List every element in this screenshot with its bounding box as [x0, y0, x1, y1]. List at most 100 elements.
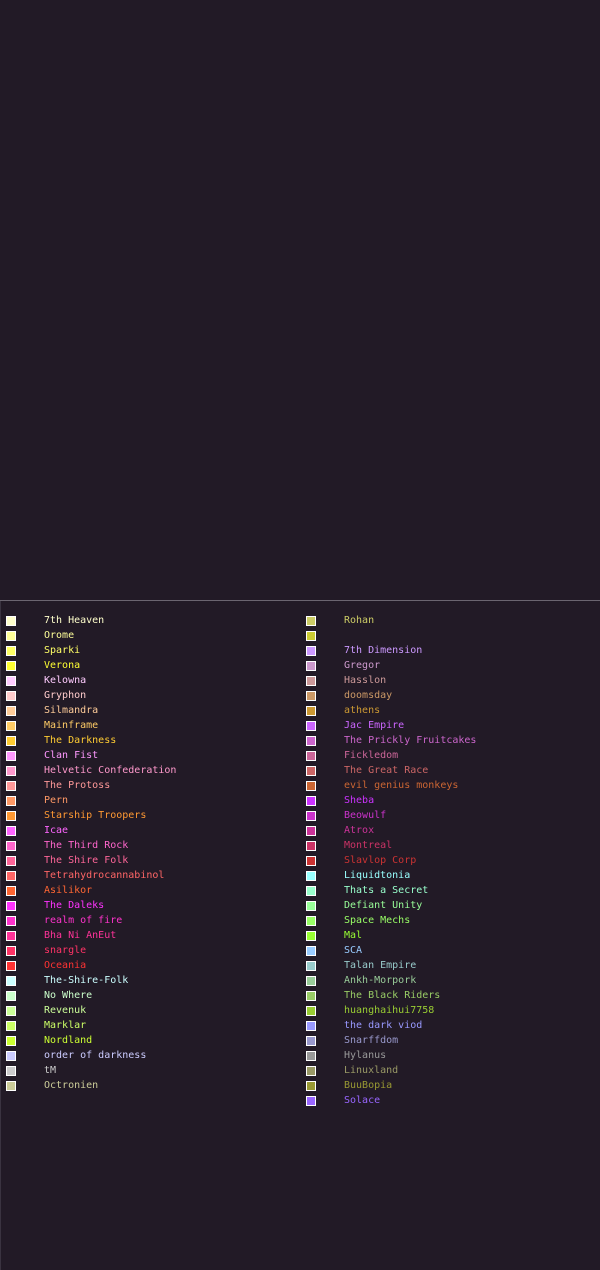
- legend-item: Hylanus: [300, 1049, 600, 1064]
- legend-swatch: [306, 856, 316, 866]
- legend-swatch: [306, 1006, 316, 1016]
- legend-swatch: [6, 1036, 16, 1046]
- legend-swatch: [306, 841, 316, 851]
- legend-label: Pern: [44, 795, 69, 806]
- legend-label: Thats a Secret: [344, 885, 429, 896]
- map-plot-area: [0, 0, 600, 600]
- legend-swatch: [306, 1021, 316, 1031]
- legend-item: Oceania: [0, 959, 300, 974]
- legend-label: Slavlop Corp: [344, 855, 417, 866]
- legend-item: Nordland: [0, 1034, 300, 1049]
- legend-label: SCA: [344, 945, 363, 956]
- legend-item: Mal: [300, 929, 600, 944]
- legend-label: Talan Empire: [344, 960, 417, 971]
- legend-item: The Protoss: [0, 779, 300, 794]
- legend: 7th Heaven Orome Sparki Verona Kelowna Grypho…: [0, 614, 600, 1134]
- legend-swatch: [6, 1006, 16, 1016]
- legend-item: The-Shire-Folk: [0, 974, 300, 989]
- legend-item: Hasslon: [300, 674, 600, 689]
- legend-swatch: [6, 841, 16, 851]
- legend-label: the dark viod: [344, 1020, 423, 1031]
- legend-label: tM: [44, 1065, 57, 1076]
- legend-item: the dark viod: [300, 1019, 600, 1034]
- legend-swatch: [306, 691, 316, 701]
- legend-swatch: [6, 676, 16, 686]
- legend-item: Orome: [0, 629, 300, 644]
- legend-item: Octronien: [0, 1079, 300, 1094]
- legend-label: doomsday: [344, 690, 393, 701]
- legend-swatch: [306, 616, 316, 626]
- legend-swatch: [306, 946, 316, 956]
- legend-swatch: [306, 976, 316, 986]
- legend-divider: [0, 600, 600, 601]
- legend-swatch: [306, 1081, 316, 1091]
- legend-item: realm of fire: [0, 914, 300, 929]
- legend-item: 7th Dimension: [300, 644, 600, 659]
- legend-item: Liquidtonia: [300, 869, 600, 884]
- legend-label: Mainframe: [44, 720, 99, 731]
- legend-swatch: [306, 1036, 316, 1046]
- legend-swatch: [306, 991, 316, 1001]
- legend-item: Kelowna: [0, 674, 300, 689]
- legend-label: Sheba: [344, 795, 375, 806]
- legend-label: Snarffdom: [344, 1035, 399, 1046]
- legend-swatch: [306, 916, 316, 926]
- legend-item: Thats a Secret: [300, 884, 600, 899]
- legend-item: The Prickly Fruitcakes: [300, 734, 600, 749]
- legend-swatch: [6, 886, 16, 896]
- legend-label: BuuBopia: [344, 1080, 393, 1091]
- legend-swatch: [6, 1066, 16, 1076]
- legend-label: Sparki: [44, 645, 81, 656]
- legend-swatch: [6, 1021, 16, 1031]
- legend-label: Oceania: [44, 960, 87, 971]
- legend-label: Liquidtonia: [344, 870, 411, 881]
- legend-label: Marklar: [44, 1020, 87, 1031]
- legend-swatch: [6, 856, 16, 866]
- legend-label: Solace: [344, 1095, 381, 1106]
- legend-swatch: [6, 766, 16, 776]
- legend-item: Asilikor: [0, 884, 300, 899]
- legend-swatch: [6, 1081, 16, 1091]
- legend-label: Gregor: [344, 660, 381, 671]
- legend-label: The Protoss: [44, 780, 111, 791]
- legend-label: The Daleks: [44, 900, 105, 911]
- legend-label: The Prickly Fruitcakes: [344, 735, 477, 746]
- legend-label: Mal: [344, 930, 363, 941]
- legend-item: The Black Riders: [300, 989, 600, 1004]
- legend-swatch: [6, 946, 16, 956]
- legend-item: Beowulf: [300, 809, 600, 824]
- legend-label: realm of fire: [44, 915, 123, 926]
- legend-item: Gryphon: [0, 689, 300, 704]
- legend-label: Jac Empire: [344, 720, 405, 731]
- legend-swatch: [306, 796, 316, 806]
- legend-label: The Black Riders: [344, 990, 441, 1001]
- legend-swatch: [306, 871, 316, 881]
- legend-swatch: [306, 901, 316, 911]
- legend-swatch: [6, 631, 16, 641]
- legend-swatch: [306, 646, 316, 656]
- legend-item: 7th Heaven: [0, 614, 300, 629]
- legend-swatch: [6, 931, 16, 941]
- legend-label: Orome: [44, 630, 75, 641]
- legend-item: snargle: [0, 944, 300, 959]
- legend-item: Helvetic Confederation: [0, 764, 300, 779]
- legend-swatch: [6, 811, 16, 821]
- legend-label: Verona: [44, 660, 81, 671]
- legend-label: The Darkness: [44, 735, 117, 746]
- legend-label: Hylanus: [344, 1050, 387, 1061]
- legend-label: Icae: [44, 825, 69, 836]
- legend-label: Ankh-Morpork: [344, 975, 417, 986]
- legend-item: Defiant Unity: [300, 899, 600, 914]
- legend-swatch: [6, 616, 16, 626]
- legend-item: The Shire Folk: [0, 854, 300, 869]
- legend-swatch: [6, 991, 16, 1001]
- legend-item: huanghaihui7758: [300, 1004, 600, 1019]
- legend-swatch: [306, 1096, 316, 1106]
- legend-swatch: [306, 826, 316, 836]
- legend-swatch: [306, 766, 316, 776]
- legend-label: Kelowna: [44, 675, 87, 686]
- legend-swatch: [6, 721, 16, 731]
- legend-label: 7th Heaven: [44, 615, 105, 626]
- legend-label: Bha Ni AnEut: [44, 930, 117, 941]
- legend-item: Bha Ni AnEut: [0, 929, 300, 944]
